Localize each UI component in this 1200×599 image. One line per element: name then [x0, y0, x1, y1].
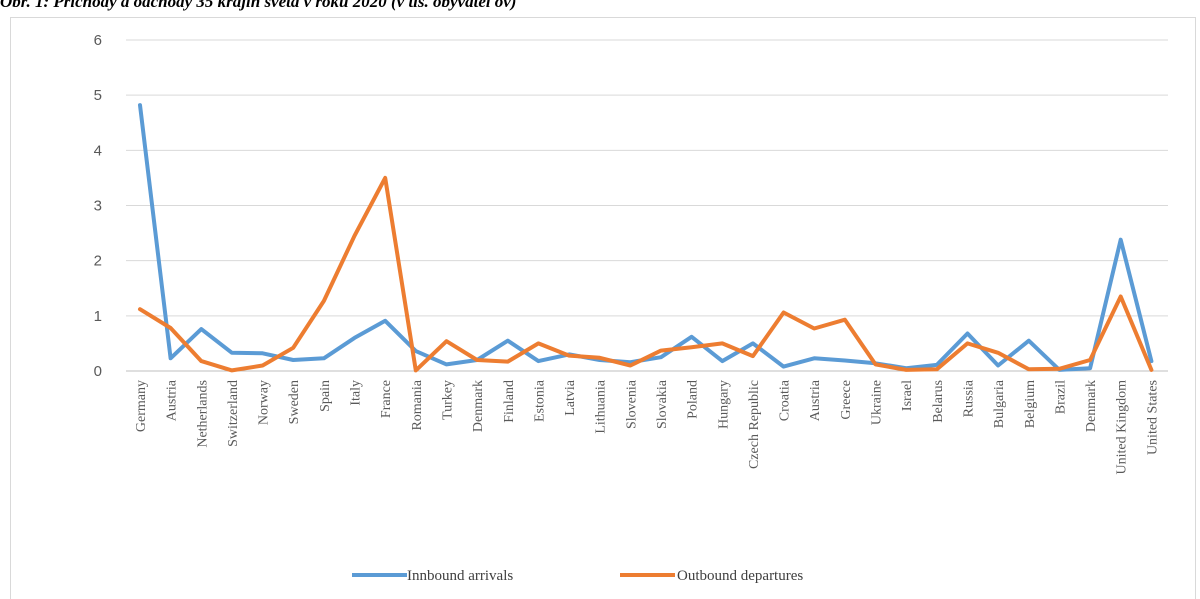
y-tick-label: 1	[94, 308, 102, 325]
x-tick-label: Spain	[318, 380, 333, 412]
chart-frame	[10, 17, 1196, 599]
legend-label: Outbound departures	[677, 568, 803, 584]
x-tick-label: Ukraine	[870, 380, 885, 425]
y-tick-label: 4	[94, 142, 102, 159]
x-tick-label: Greece	[839, 380, 854, 420]
x-tick-label: Slovakia	[655, 379, 670, 429]
y-tick-label: 2	[94, 253, 102, 270]
x-tick-label: Hungary	[716, 380, 731, 429]
x-tick-label: Austria	[165, 379, 180, 421]
y-tick-label: 5	[94, 87, 102, 104]
x-tick-label: Netherlands	[195, 380, 210, 448]
x-tick-label: Sweden	[287, 380, 302, 424]
x-tick-label: Brazil	[1053, 380, 1068, 414]
x-tick-label: United Kingdom	[1115, 380, 1130, 475]
series-lines	[138, 103, 1154, 373]
y-tick-label: 6	[94, 32, 102, 49]
x-tick-label: Norway	[257, 380, 272, 425]
y-tick-label: 3	[94, 198, 102, 215]
x-tick-label: Czech Republic	[747, 380, 762, 469]
x-tick-label: Bulgaria	[992, 379, 1007, 428]
x-tick-label: Denmark	[1084, 380, 1099, 432]
x-tick-label: Belarus	[931, 380, 946, 423]
x-tick-label: Estonia	[532, 379, 547, 422]
x-tick-label: Poland	[686, 380, 701, 419]
series-line	[138, 103, 1154, 372]
gridlines	[126, 39, 1168, 372]
x-tick-label: Israel	[900, 380, 915, 411]
x-tick-label: Denmark	[471, 380, 486, 432]
x-tick-label: Turkey	[440, 380, 455, 420]
x-tick-label: United States	[1145, 380, 1160, 455]
y-tick-label: 0	[94, 363, 102, 380]
figure-caption: Obr. 1: Príchody a odchody 35 krajín sve…	[0, 0, 517, 11]
x-tick-label: Slovenia	[624, 379, 639, 429]
x-axis-ticks: Germany Austria Netherlands Switzerland Norw…	[134, 379, 1160, 474]
x-tick-label: Switzerland	[226, 380, 241, 447]
legend-label: Innbound arrivals	[407, 568, 513, 584]
x-tick-label: Austria	[808, 379, 823, 421]
x-tick-label: Finland	[502, 380, 517, 423]
x-tick-label: France	[379, 380, 394, 418]
y-axis-ticks: 0 1 2 3 4 5 6	[94, 32, 102, 380]
x-tick-label: Lithuania	[594, 379, 609, 433]
x-tick-label: Italy	[349, 380, 364, 406]
x-tick-label: Russia	[961, 379, 976, 417]
series-line	[138, 175, 1154, 373]
x-tick-label: Germany	[134, 380, 149, 432]
x-tick-label: Belgium	[1023, 380, 1038, 428]
legend: Innbound arrivals Outbound departures	[352, 568, 803, 584]
x-tick-label: Romania	[410, 379, 425, 430]
x-tick-label: Croatia	[778, 379, 793, 421]
x-tick-label: Latvia	[563, 379, 578, 416]
